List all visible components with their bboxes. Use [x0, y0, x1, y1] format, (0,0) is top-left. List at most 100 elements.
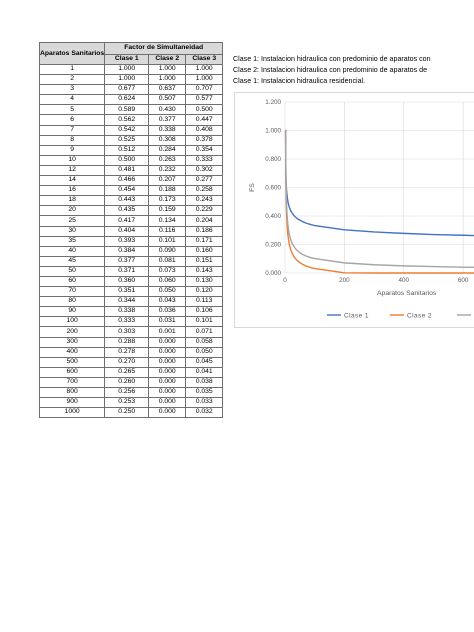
- table-row: 20 0.435 0.159 0.229: [38, 205, 224, 217]
- cell-clase-3: 0.050: [185, 346, 224, 358]
- cell-clase-2: 0.000: [148, 346, 187, 358]
- cell-clase-2: 0.207: [148, 175, 187, 187]
- cell-aparatos: 8: [38, 134, 106, 146]
- table-row: 4 0.624 0.507 0.577: [38, 94, 224, 106]
- cell-clase-3: 0.033: [185, 397, 224, 409]
- cell-aparatos: 35: [38, 235, 106, 247]
- cell-clase-2: 0.308: [148, 134, 187, 146]
- table-row: 600 0.265 0.000 0.041: [38, 366, 224, 378]
- cell-clase-1: 0.344: [104, 296, 150, 308]
- cell-clase-1: 0.435: [104, 205, 150, 217]
- series-line-3: [284, 129, 474, 269]
- cell-aparatos: 300: [38, 336, 106, 348]
- cell-clase-3: 0.171: [185, 235, 224, 247]
- cell-clase-1: 0.443: [104, 195, 150, 207]
- cell-aparatos: 200: [38, 326, 106, 338]
- cell-clase-2: 0.000: [148, 386, 187, 399]
- cell-aparatos: 25: [38, 215, 106, 227]
- y-tick-label: 1.200: [265, 99, 281, 106]
- cell-clase-2: 0.188: [148, 185, 187, 197]
- cell-clase-3: 1.000: [185, 63, 224, 76]
- cell-clase-3: 0.302: [185, 164, 224, 177]
- cell-clase-2: 0.036: [148, 306, 187, 318]
- cell-clase-2: 0.090: [148, 245, 187, 257]
- cell-clase-3: 0.120: [185, 286, 224, 298]
- cell-clase-2: 0.031: [148, 316, 187, 328]
- cell-clase-2: 0.430: [148, 104, 187, 116]
- cell-clase-3: 0.045: [185, 356, 224, 368]
- cell-clase-3: 0.130: [185, 275, 224, 288]
- cell-clase-2: 0.081: [148, 255, 187, 267]
- cell-aparatos: 2: [38, 74, 106, 86]
- cell-clase-2: 0.507: [148, 94, 187, 106]
- series-lines: [284, 129, 474, 274]
- cell-clase-3: 0.447: [185, 114, 224, 126]
- legend-label-1: Clase 1: [344, 312, 369, 319]
- cell-clase-2: 0.637: [148, 84, 187, 96]
- cell-clase-1: 0.303: [104, 326, 150, 338]
- table-row: 45 0.377 0.081 0.151: [38, 255, 224, 267]
- table-row: 300 0.288 0.000 0.058: [38, 336, 224, 348]
- cell-aparatos: 80: [38, 296, 106, 308]
- cell-clase-1: 0.417: [104, 215, 150, 227]
- cell-clase-1: 0.253: [104, 397, 150, 409]
- cell-clase-2: 0.159: [148, 205, 187, 217]
- cell-clase-2: 0.001: [148, 326, 187, 338]
- cell-clase-1: 0.360: [104, 275, 150, 288]
- cell-aparatos: 500: [38, 356, 106, 368]
- table-row: 7 0.542 0.338 0.408: [38, 124, 224, 136]
- cell-clase-3: 0.707: [185, 84, 224, 96]
- table-row: 900 0.253 0.000 0.033: [38, 397, 224, 409]
- table-row: 400 0.278 0.000 0.050: [38, 346, 224, 358]
- table-row: 100 0.333 0.031 0.101: [38, 316, 224, 328]
- cell-clase-1: 0.256: [104, 386, 150, 399]
- cell-clase-3: 0.151: [185, 255, 224, 267]
- table-row: 16 0.454 0.188 0.258: [38, 185, 224, 197]
- cell-aparatos: 14: [38, 175, 106, 187]
- cell-clase-3: 0.101: [185, 316, 224, 328]
- cell-clase-3: 0.229: [185, 205, 224, 217]
- cell-clase-2: 0.043: [148, 296, 187, 308]
- table-row: 12 0.481 0.232 0.302: [38, 164, 224, 177]
- cell-clase-3: 0.160: [185, 245, 224, 257]
- table-row: 40 0.384 0.090 0.160: [38, 245, 224, 257]
- cell-clase-2: 0.338: [148, 124, 187, 136]
- cell-clase-3: 0.204: [185, 215, 224, 227]
- x-tick-label: 400: [398, 277, 409, 284]
- cell-clase-2: 0.377: [148, 114, 187, 126]
- cell-clase-3: 0.035: [185, 386, 224, 399]
- cell-aparatos: 100: [38, 316, 106, 328]
- table-row: 1 1.000 1.000 1.000: [38, 63, 224, 76]
- cell-clase-2: 0.000: [148, 336, 187, 348]
- cell-clase-3: 0.041: [185, 366, 224, 378]
- cell-clase-1: 0.250: [104, 407, 150, 419]
- cell-aparatos: 4: [38, 94, 106, 106]
- cell-clase-3: 0.186: [185, 225, 224, 237]
- cell-clase-3: 0.106: [185, 306, 224, 318]
- legend: Clase 1 Clase 2: [327, 312, 471, 319]
- table-row: 700 0.260 0.000 0.038: [38, 376, 224, 389]
- cell-clase-1: 0.377: [104, 255, 150, 267]
- y-tick-label: 0.800: [265, 156, 281, 163]
- table-row: 70 0.351 0.050 0.120: [38, 286, 224, 298]
- cell-clase-1: 0.562: [104, 114, 150, 126]
- cell-aparatos: 1: [38, 63, 106, 76]
- table-row: 18 0.443 0.173 0.243: [38, 195, 224, 207]
- cell-clase-2: 0.000: [148, 407, 187, 419]
- table-row: 35 0.393 0.101 0.171: [38, 235, 224, 247]
- cell-clase-1: 0.481: [104, 164, 150, 177]
- cell-aparatos: 1000: [38, 407, 106, 419]
- cell-clase-2: 0.000: [148, 356, 187, 368]
- cell-clase-1: 0.260: [104, 376, 150, 389]
- header-clase-3: Clase 3: [185, 54, 224, 65]
- y-tick-label: 1.000: [265, 128, 281, 135]
- table-row: 90 0.338 0.036 0.106: [38, 306, 224, 318]
- cell-aparatos: 40: [38, 245, 106, 257]
- cell-clase-3: 0.378: [185, 134, 224, 146]
- note-clase-1: Clase 1: Instalacion hidraulica con pred…: [233, 55, 431, 63]
- x-axis-title: Aparatos Sanitarios: [377, 290, 437, 297]
- cell-clase-1: 0.265: [104, 366, 150, 378]
- series-line-2: [284, 129, 474, 274]
- table-row: 10 0.500 0.263 0.333: [38, 154, 224, 166]
- table-row: 200 0.303 0.001 0.071: [38, 326, 224, 338]
